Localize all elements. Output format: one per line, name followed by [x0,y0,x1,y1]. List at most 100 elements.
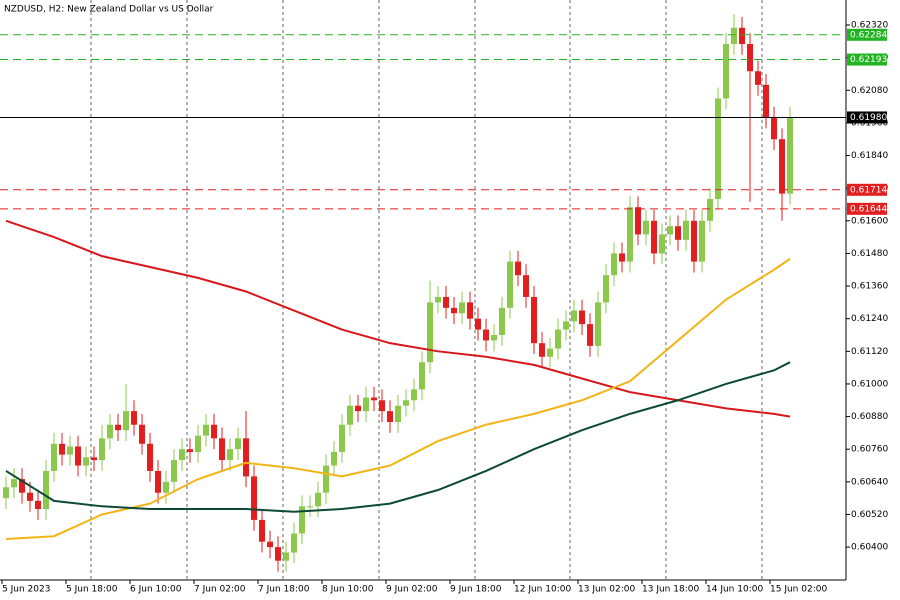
candle-body [443,296,449,308]
candle-body [763,84,769,118]
candle-body [227,449,233,461]
candle-body [75,446,81,466]
x-tick-label: 9 Jun 18:00 [450,585,502,595]
price-tag [847,28,887,41]
candle-body [299,506,305,534]
price-tag [847,53,887,66]
y-tick-label: 0.61120 [851,347,888,357]
candle-body [251,476,257,520]
candle-body [59,443,65,455]
price-tag-label: 0.61644 [850,204,887,214]
candle-body [539,343,545,357]
price-tag-label: 0.62284 [850,30,887,40]
candle-body [483,329,489,341]
candle-body [235,438,241,450]
candle-body [195,435,201,452]
candle-body [355,405,361,412]
candle-body [723,44,729,99]
candle-body [411,389,417,401]
candle-body [531,296,537,344]
candle-body [643,220,649,235]
candle-body [731,27,737,45]
candle-body [291,533,297,553]
candle-body [571,310,577,322]
candle-body [371,397,377,401]
x-tick-label: 5 Jun 2023 [2,585,50,595]
candle-body [83,457,89,466]
x-tick-label: 12 Jun 10:00 [514,585,571,595]
price-tag [847,183,887,196]
candle-body [459,302,465,314]
candle-body [331,451,337,466]
x-tick-label: 8 Jun 10:00 [322,585,374,595]
candle-body [779,139,785,194]
candle-body [155,470,161,493]
x-tick-label: 9 Jun 02:00 [386,585,438,595]
candle-body [771,117,777,140]
candle-body [651,220,657,254]
candle-body [347,405,353,425]
candle-body [691,220,697,262]
candle-body [275,547,281,561]
candle-body [715,98,721,200]
y-tick-label: 0.62080 [851,86,888,96]
candle-body [563,321,569,330]
candle-body [43,470,49,510]
candle-body [283,552,289,561]
candle-body [259,519,265,542]
candle-body [499,307,505,336]
x-tick-label: 13 Jun 02:00 [578,585,635,595]
x-tick-label: 5 Jun 18:00 [66,585,118,595]
price-tag-label: 0.62193 [850,55,887,65]
candle-body [555,329,561,349]
candle-body [507,261,513,308]
candle-body [267,541,273,548]
candle-body [491,335,497,341]
candle-body [515,261,521,276]
moving-average [5,361,791,513]
candle-body [163,481,169,493]
candle-body [379,400,385,412]
y-tick-label: 0.60520 [851,510,888,520]
x-tick-label: 7 Jun 02:00 [194,585,246,595]
candle-body [603,275,609,303]
candle-body [523,275,529,297]
candle-body [339,424,345,452]
candle-body [35,500,41,510]
candle-body [547,348,553,357]
y-tick-label: 0.60760 [851,445,888,455]
candle-body [707,199,713,221]
candle-body [467,302,473,319]
candle-body [683,220,689,240]
candle-body [147,443,153,471]
candle-body [107,424,113,439]
candle-body [243,438,249,477]
candle-body [123,411,129,431]
candle-body [203,424,209,436]
x-tick-label: 13 Jun 18:00 [642,585,699,595]
candle-body [179,449,185,461]
candle-body [451,307,457,314]
price-tag [847,202,887,215]
candle-body [739,27,745,45]
moving-average [5,219,791,418]
candle-body [587,324,593,346]
candle-body [619,253,625,262]
y-tick-label: 0.60640 [851,477,888,487]
candle-body [211,424,217,439]
candle-body [475,318,481,330]
price-tag-label: 0.61980 [850,113,887,123]
y-tick-label: 0.61480 [851,249,888,259]
y-tick-label: 0.61000 [851,379,888,389]
x-tick-label: 15 Jun 02:00 [770,585,827,595]
candle-body [307,506,313,508]
candle-body [787,117,793,194]
candle-body [219,438,225,461]
candle-body [187,449,193,452]
candle-body [627,207,633,262]
candle-body [667,226,673,235]
candle-body [635,207,641,235]
chart-title: NZDUSD, H2: New Zealand Dollar vs US Dol… [4,5,214,15]
candle-body [115,424,121,431]
